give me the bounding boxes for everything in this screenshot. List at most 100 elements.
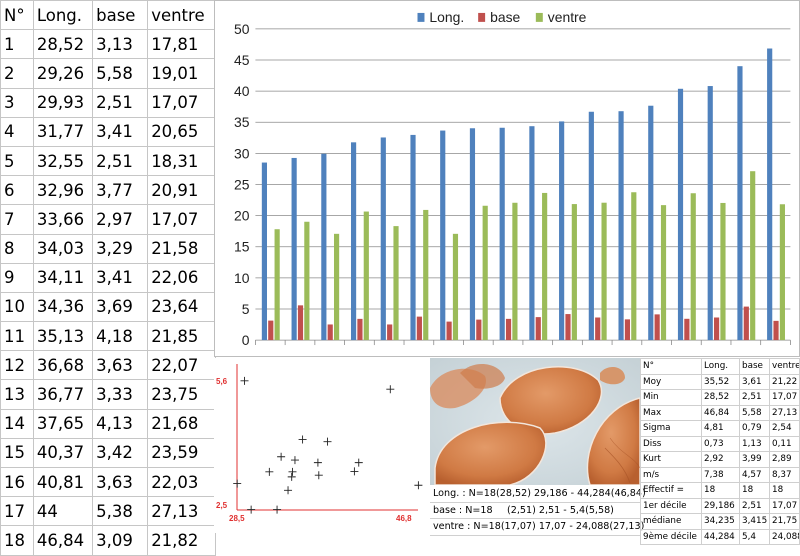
table-cell: 16 [0,466,34,498]
table-cell: 9 [0,262,34,293]
scatter-point [265,467,274,476]
stats-header-cell: N° [640,358,702,375]
bar [291,157,297,341]
stats-row: Diss 0,73 1,13 0,11 [640,435,800,452]
bar [707,86,713,341]
table-cell: 22,07 [147,350,216,381]
y-max-label: 5,6 [216,377,228,386]
y-tick-label: 40 [234,83,250,99]
scatter-point [284,486,293,495]
table-cell: 20,91 [147,175,216,206]
stats-cell: 44,284 [701,528,740,545]
table-cell: 33,66 [32,204,94,235]
bar [737,66,743,341]
table-header-row: N° Long. base ventre [0,0,216,31]
bar [601,202,607,341]
stats-cell: m/s [640,466,702,483]
table-cell: 34,03 [32,233,94,264]
table-cell: 23,64 [147,291,216,323]
stats-cell: 1er décile [640,497,702,514]
stats-cell: 1,13 [739,435,770,452]
bar [416,316,422,341]
table-cell: 46,84 [32,525,94,556]
bar [648,105,654,341]
table-cell: 3,69 [92,291,149,323]
bar [542,192,548,341]
legend-label: ventre [548,9,587,25]
bar [565,314,571,341]
scatter-point [240,376,249,385]
stats-row: médiane 34,235 3,415 21,75 [640,513,800,530]
bar [321,153,327,341]
table-row: 16 40,81 3,63 22,03 [0,466,216,498]
series-ventre [274,171,785,341]
stats-cell: 2,89 [769,451,800,468]
stats-cell: 2,51 [739,389,770,406]
stats-cell: 18 [701,482,740,499]
table-cell: 40,37 [32,437,94,469]
table-cell: 23,75 [147,379,216,410]
table-cell: 3,29 [92,233,149,264]
bar [512,202,518,341]
scatter-point [290,456,299,465]
stats-cell: 3,415 [739,513,770,530]
bar [499,127,505,341]
table-cell: 32,55 [32,145,94,177]
table-cell: 3,41 [92,116,149,147]
table-row: 17 44 5,38 27,13 [0,496,216,527]
table-cell: 19,01 [147,58,216,89]
y-tick-label: 45 [234,52,250,68]
stats-header-cell: Long. [701,358,740,375]
bar [690,193,696,341]
table-cell: 3,77 [92,175,149,206]
table-cell: 2,97 [92,204,149,235]
table-cell: 4 [0,116,34,147]
table-cell: 3,41 [92,262,149,293]
stats-cell: 27,13 [769,404,800,421]
table-cell: 4,18 [92,321,149,352]
stats-cell: 4,57 [739,466,770,483]
table-cell: 3,63 [92,350,149,381]
y-tick-label: 10 [234,270,250,286]
stats-cell: 17,07 [769,497,800,514]
stats-header-cell: base [739,358,770,375]
scatter-point [233,479,242,488]
table-cell: 15 [0,437,34,469]
scatter-point [273,505,282,514]
bar [588,111,594,341]
table-cell: 20,65 [147,116,216,147]
table-cell: 17,07 [147,87,216,118]
table-cell: 32,96 [32,175,94,206]
table-cell: 34,36 [32,291,94,323]
stats-cell: 24,088 [769,528,800,545]
y-min-label: 2,5 [216,501,228,510]
legend-label: Long. [429,9,464,25]
stats-cell: 18 [769,482,800,499]
table-cell: 3 [0,87,34,118]
table-cell: 18 [0,525,34,556]
stats-row: Sigma 4,81 0,79 2,54 [640,420,800,437]
stats-cell: Kurt [640,451,702,468]
stats-cell: 5,58 [739,404,770,421]
bar [304,221,310,341]
stats-cell: 0,11 [769,435,800,452]
scatter-point [288,467,297,476]
table-cell: 34,11 [32,262,94,293]
stats-cell: 5,4 [739,528,770,545]
table-row: 3 29,93 2,51 17,07 [0,87,216,118]
bar [595,317,601,341]
summary-info: Long. : N=18 (28,52) 29,186 - 44,284(46,8… [430,486,646,536]
table-header-cell: base [92,0,149,31]
bar-chart: 0 5 10 15 20 25 30 35 40 45 50 Long. base ventre [214,0,800,357]
bar [476,319,482,341]
table-cell: 3,42 [92,437,149,469]
scatter-point [386,385,395,394]
bar [440,130,446,341]
bar [380,137,386,341]
legend-swatch [417,12,425,22]
table-cell: 17 [0,496,34,527]
stats-cell: 2,54 [769,420,800,437]
table-cell: 23,59 [147,437,216,469]
table-row: 9 34,11 3,41 22,06 [0,262,216,293]
